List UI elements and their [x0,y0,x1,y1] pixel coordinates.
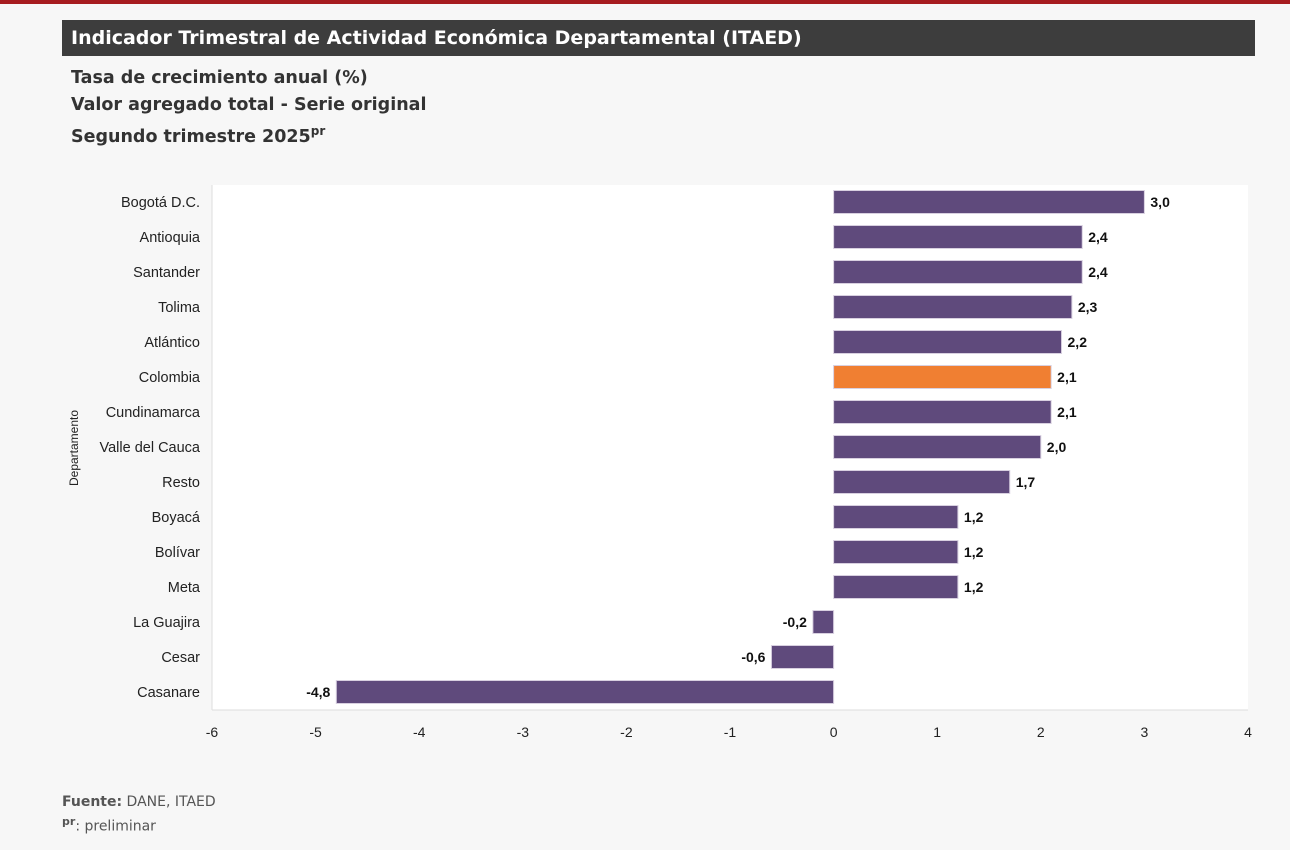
data-label: 1,2 [964,509,984,525]
data-label: -0,6 [741,649,765,665]
bar [812,610,835,634]
data-label: 1,2 [964,544,984,560]
category-label: La Guajira [133,615,201,631]
preliminary-text: : preliminar [75,818,156,835]
category-label: Cesar [161,650,200,666]
x-tick-label: -4 [413,724,426,740]
subtitle-series: Valor agregado total - Serie original [71,95,427,115]
subtitle-period-text: Segundo trimestre 2025 [71,126,311,147]
subtitle-period-sup: pr [310,124,326,138]
x-tick-label: -3 [517,724,530,740]
data-label: -0,2 [783,614,807,630]
top-accent-bar [0,0,1290,4]
category-label: Bolívar [155,545,200,561]
x-tick-label: -2 [620,724,633,740]
category-label: Antioquia [140,230,201,246]
bar [833,260,1083,284]
x-tick-label: -6 [206,724,219,740]
subtitle-rate: Tasa de crecimiento anual (%) [71,68,368,88]
category-label: Tolima [158,300,201,316]
data-label: 3,0 [1150,194,1170,210]
category-label: Colombia [139,370,201,386]
category-label: Valle del Cauca [100,440,201,456]
source-label: Fuente: [62,794,123,810]
source-text: DANE, ITAED [122,794,216,810]
page-title: Indicador Trimestral de Actividad Económ… [62,20,1255,56]
x-tick-label: 4 [1244,724,1252,740]
y-axis-title: Departamento [67,410,81,486]
preliminary-note: pr: preliminar [62,815,156,835]
category-label: Resto [162,475,200,491]
data-label: 2,4 [1088,264,1108,280]
data-label: 2,4 [1088,229,1108,245]
bar [833,575,959,599]
x-tick-label: 0 [830,724,838,740]
bar [833,540,959,564]
bar [833,470,1011,494]
data-label: 1,2 [964,579,984,595]
data-label: 2,3 [1078,299,1098,315]
preliminary-sup: pr [62,815,76,828]
category-label: Atlántico [144,335,200,351]
bar [770,645,835,669]
x-tick-label: 1 [933,724,941,740]
data-label: -4,8 [306,684,330,700]
category-label: Casanare [137,685,200,701]
bar [833,505,959,529]
x-tick-label: 3 [1141,724,1149,740]
category-label: Bogotá D.C. [121,195,200,211]
bar [833,295,1073,319]
bar [833,365,1052,389]
x-tick-label: -5 [309,724,322,740]
x-tick-label: -1 [724,724,737,740]
bar [335,680,835,704]
data-label: 2,2 [1068,334,1088,350]
bar [833,330,1063,354]
subtitle-period: Segundo trimestre 2025pr [71,124,325,147]
source-note: Fuente: DANE, ITAED [62,794,216,810]
category-label: Boyacá [152,510,201,526]
category-label: Cundinamarca [106,405,201,421]
bar [833,435,1042,459]
data-label: 1,7 [1016,474,1036,490]
bar [833,190,1145,214]
category-label: Santander [133,265,200,281]
bar [833,225,1083,249]
data-label: 2,1 [1057,369,1077,385]
bar [833,400,1052,424]
data-label: 2,0 [1047,439,1067,455]
category-label: Meta [168,580,201,596]
data-label: 2,1 [1057,404,1077,420]
x-tick-label: 2 [1037,724,1045,740]
